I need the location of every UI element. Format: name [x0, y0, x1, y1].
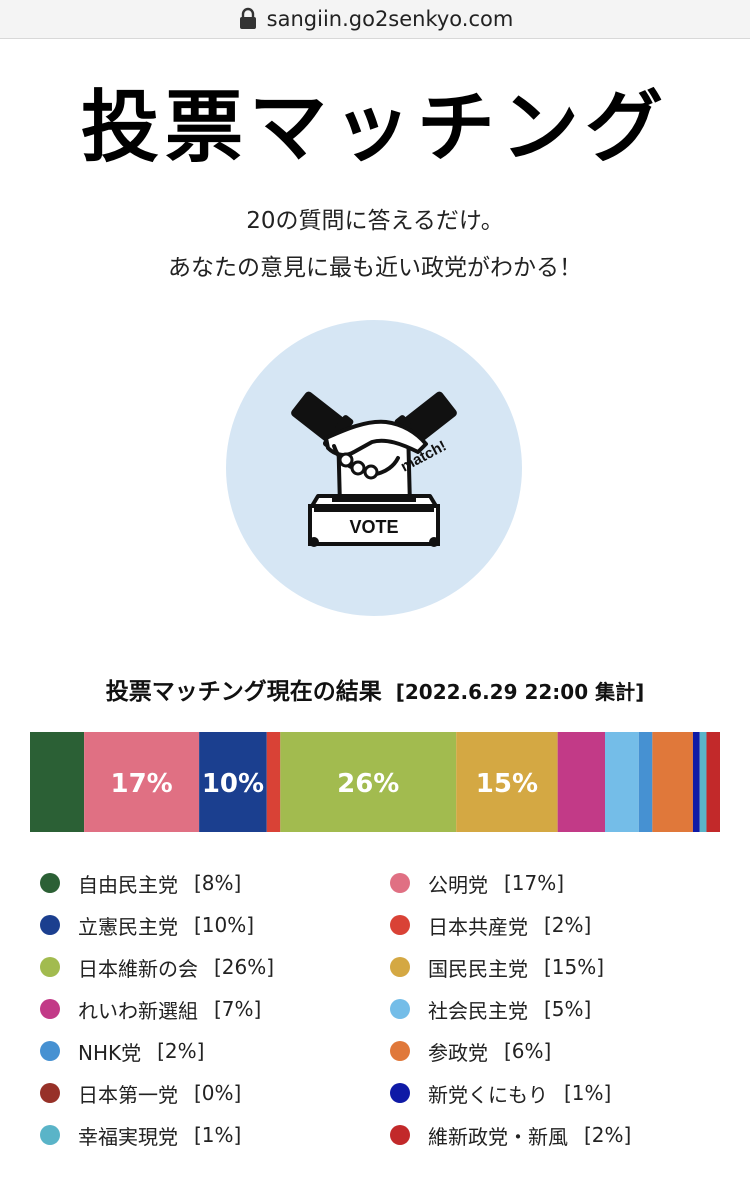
legend-dot — [390, 1125, 410, 1145]
bar-label-2: 10% — [202, 769, 264, 799]
legend-party-name: 社会民主党 — [428, 998, 528, 1023]
bar-label-5: 15% — [476, 769, 538, 799]
bar-segment-2 — [199, 732, 267, 832]
legend-party-percent: [8%] — [194, 871, 242, 895]
legend-item: れいわ新選組 [7%] — [40, 988, 390, 1030]
bar-segment-8 — [638, 732, 653, 832]
legend-item: 日本維新の会 [26%] — [40, 946, 390, 988]
legend-item: 新党くにもり [1%] — [390, 1072, 720, 1114]
browser-url-bar[interactable]: sangiin.go2senkyo.com — [0, 0, 750, 39]
legend-party-percent: [10%] — [194, 913, 255, 937]
stacked-bar-svg: 17% 10% 26% 15% — [30, 732, 720, 832]
legend-item: 日本第一党 [0%] — [40, 1072, 390, 1114]
legend-party-percent: [26%] — [214, 955, 275, 979]
legend-dot — [390, 873, 410, 893]
bar-segment-7 — [605, 732, 639, 832]
handshake-ballot-box-icon: match! VOTE — [291, 391, 457, 547]
party-legend: 自由民主党 [8%] 公明党 [17%] 立憲民主党 [10%] 日本共産党 [2%] 日本維新… — [40, 862, 720, 1156]
results-date: [2022.6.29 22:00 集計] — [395, 680, 645, 704]
legend-party-name: 日本第一党 — [78, 1082, 178, 1107]
legend-party-percent: [2%] — [157, 1039, 205, 1063]
legend-party-percent: [1%] — [564, 1081, 612, 1105]
bar-segment-4 — [280, 732, 457, 832]
legend-item: 維新政党・新風 [2%] — [390, 1114, 720, 1156]
legend-party-percent: [1%] — [194, 1123, 242, 1147]
legend-dot — [390, 1083, 410, 1103]
legend-party-name: 参政党 — [428, 1040, 488, 1065]
subtitle-line-2: あなたの意見に最も近い政党がわかる！ — [168, 255, 582, 281]
bar-segment-12 — [699, 732, 707, 832]
legend-party-name: 維新政党・新風 — [428, 1124, 568, 1149]
legend-dot — [40, 1125, 60, 1145]
bar-segment-0 — [30, 732, 85, 832]
legend-dot — [40, 1041, 60, 1061]
legend-dot — [390, 957, 410, 977]
legend-item: 公明党 [17%] — [390, 862, 720, 904]
results-title: 投票マッチング現在の結果 — [105, 679, 382, 705]
bar-segment-9 — [652, 732, 693, 832]
subtitle-line-1: 20の質問に答えるだけ。 — [246, 208, 504, 234]
bar-segment-5 — [456, 732, 558, 832]
legend-party-name: 日本共産党 — [428, 914, 528, 939]
legend-dot — [390, 915, 410, 935]
legend-dot — [40, 915, 60, 935]
legend-item: 国民民主党 [15%] — [390, 946, 720, 988]
legend-dot — [390, 1041, 410, 1061]
results-heading: 投票マッチング現在の結果 [2022.6.29 22:00 集計] — [0, 672, 750, 706]
legend-party-percent: [7%] — [214, 997, 262, 1021]
bar-label-1: 17% — [111, 769, 173, 799]
page-title: 投票マッチング — [80, 83, 669, 173]
legend-party-percent: [2%] — [544, 913, 592, 937]
legend-party-name: 自由民主党 — [78, 872, 178, 897]
bar-label-4: 26% — [337, 769, 399, 799]
legend-dot — [40, 873, 60, 893]
legend-dot — [40, 1083, 60, 1103]
legend-party-percent: [5%] — [544, 997, 592, 1021]
legend-dot — [40, 957, 60, 977]
legend-party-percent: [17%] — [504, 871, 565, 895]
legend-item: 立憲民主党 [10%] — [40, 904, 390, 946]
legend-item: 自由民主党 [8%] — [40, 862, 390, 904]
bar-segment-11 — [692, 732, 700, 832]
legend-party-percent: [0%] — [194, 1081, 242, 1105]
legend-dot — [390, 999, 410, 1019]
legend-party-percent: [6%] — [504, 1039, 552, 1063]
bar-segment-3 — [266, 732, 281, 832]
results-bar-chart: 17% 10% 26% 15% — [30, 732, 720, 832]
legend-party-percent: [2%] — [584, 1123, 632, 1147]
bar-segment-13 — [706, 732, 720, 832]
lock-icon — [239, 7, 256, 29]
vote-box-label: VOTE — [349, 517, 398, 537]
bar-segment-1 — [84, 732, 200, 832]
legend-item: 幸福実現党 [1%] — [40, 1114, 390, 1156]
legend-party-name: 日本維新の会 — [78, 956, 198, 981]
legend-party-name: 国民民主党 — [428, 956, 528, 981]
url-text: sangiin.go2senkyo.com — [266, 7, 514, 31]
hero-illustration: match! VOTE — [226, 320, 522, 616]
legend-party-name: 公明党 — [428, 872, 488, 897]
legend-item: NHK党 [2%] — [40, 1030, 390, 1072]
legend-party-name: 立憲民主党 — [78, 914, 178, 939]
legend-item: 社会民主党 [5%] — [390, 988, 720, 1030]
legend-item: 参政党 [6%] — [390, 1030, 720, 1072]
legend-dot — [40, 999, 60, 1019]
legend-party-percent: [15%] — [544, 955, 605, 979]
legend-party-name: 新党くにもり — [428, 1082, 548, 1107]
legend-party-name: 幸福実現党 — [78, 1124, 178, 1149]
bar-segment-6 — [557, 732, 605, 832]
legend-item: 日本共産党 [2%] — [390, 904, 720, 946]
legend-party-name: れいわ新選組 — [78, 998, 198, 1023]
legend-party-name: NHK党 — [78, 1040, 142, 1065]
